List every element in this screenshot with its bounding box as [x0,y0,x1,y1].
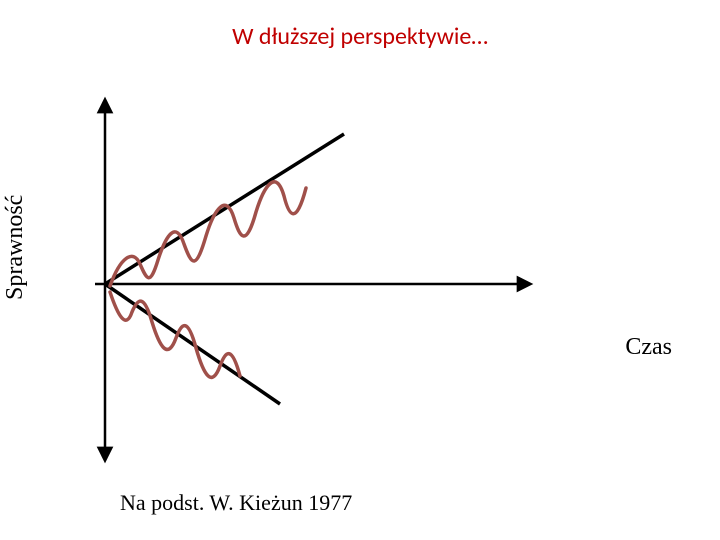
lower-trend-line [105,284,280,404]
lower-scribble [110,292,240,377]
upper-trend-line [105,134,344,284]
diagram-svg [0,0,720,540]
upper-scribble [110,182,306,286]
slide: W dłuższej perspektywie… Sprawność Czas … [0,0,720,540]
